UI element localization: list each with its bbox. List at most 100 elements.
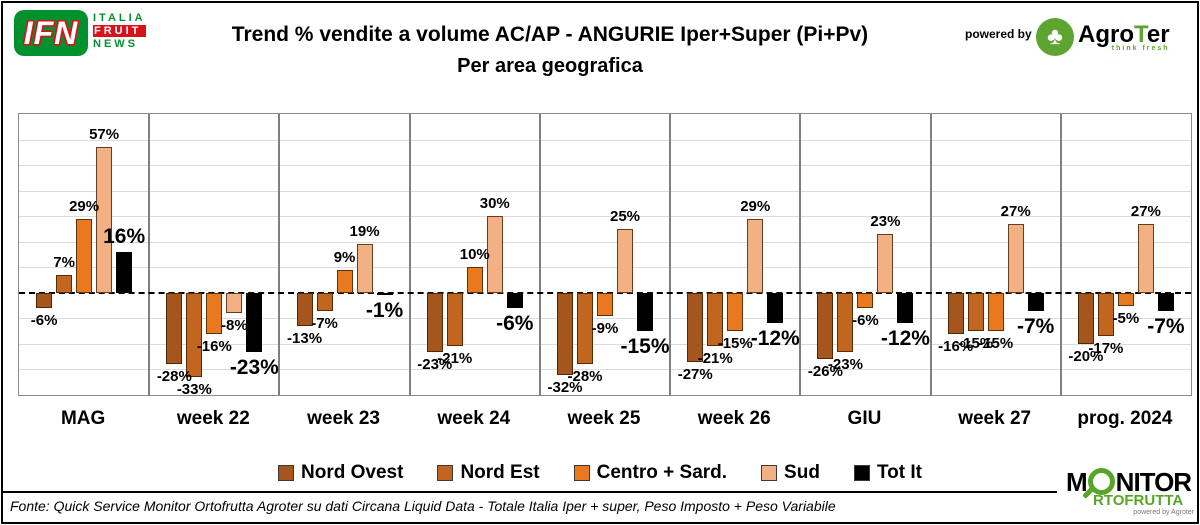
- agroter-text-prefix: Agro: [1078, 20, 1134, 48]
- x-axis-label-week-24: week 24: [437, 408, 511, 429]
- legend-item-nord-est: Nord Est: [437, 462, 540, 484]
- ifn-fruit-text: FRUIT: [93, 25, 146, 37]
- bar-nord-est-week-23: [316, 292, 333, 311]
- legend-swatch-icon: [278, 465, 295, 481]
- monitor-wordmark: M NITOR: [1066, 468, 1194, 499]
- bar-nord-est-giu: [837, 292, 854, 352]
- bar-value-label: -23%: [827, 355, 863, 373]
- gridline: [19, 241, 1191, 243]
- panel-divider: [148, 114, 151, 395]
- bar-value-label: -15%: [717, 335, 753, 353]
- bar-value-label: -7%: [311, 314, 338, 332]
- monitor-powered-by: powered by Agroter: [1133, 509, 1194, 516]
- legend-item-nord-ovest: Nord Ovest: [278, 462, 403, 484]
- x-axis-label-mag: MAG: [60, 408, 106, 429]
- chart-subtitle: Per area geografica: [457, 55, 643, 77]
- agroter-logo: ♣ AgroTer think fresh: [1036, 18, 1170, 56]
- bar-sud-mag: [96, 147, 113, 293]
- panel-divider: [669, 114, 672, 395]
- bar-nord-est-week-25: [577, 292, 593, 365]
- panel-divider: [278, 114, 281, 395]
- panel-divider: [538, 114, 541, 395]
- bar-nord-ovest-week-27: [947, 292, 964, 334]
- agroter-text-suffix: er: [1146, 20, 1170, 48]
- bar-value-label: 19%: [349, 223, 380, 241]
- x-axis-label-giu: GIU: [847, 408, 882, 429]
- tree-icon: ♣: [1036, 18, 1074, 56]
- legend-swatch-icon: [761, 465, 778, 481]
- bar-tot-it-week-27: [1027, 292, 1044, 311]
- bar-nord-ovest-mag: [36, 292, 53, 309]
- x-axis-label-week-26: week 26: [697, 408, 771, 429]
- bar-nord-ovest-week-25: [557, 292, 573, 375]
- bar-value-label: -17%: [1088, 340, 1124, 358]
- bar-value-label: -21%: [697, 350, 733, 368]
- bar-tot-it-prog-2024: [1157, 292, 1174, 311]
- bar-value-label: 7%: [53, 253, 75, 271]
- ifn-italia-text: ITALIA: [93, 12, 146, 24]
- bar-value-label: -13%: [287, 330, 323, 348]
- bar-value-label: -15%: [978, 335, 1014, 353]
- bar-sud-week-23: [356, 244, 373, 293]
- bar-tot-it-week-26: [767, 292, 784, 324]
- legend-item-sud: Sud: [761, 462, 820, 484]
- ifn-news-text: NEWS: [93, 38, 138, 50]
- bar-nord-ovest-week-23: [296, 292, 313, 327]
- x-axis-label-week-25: week 25: [567, 408, 641, 429]
- bar-nord-est-week-27: [967, 292, 984, 332]
- bar-value-label: -33%: [176, 381, 212, 399]
- bar-nord-est-mag: [56, 274, 73, 293]
- ifn-wordmark: ITALIA FRUIT NEWS: [93, 12, 146, 50]
- gridline: [19, 165, 1191, 167]
- ifn-logo: IFN ITALIA FRUIT NEWS: [14, 10, 146, 56]
- bar-tot-it-week-23: [376, 292, 393, 296]
- bar-sud-week-22: [226, 292, 243, 314]
- bar-value-label: -6%: [30, 312, 58, 330]
- magnifier-icon: [1081, 468, 1115, 499]
- bar-nord-ovest-week-22: [166, 292, 183, 365]
- bar-value-label: -15%: [620, 335, 670, 359]
- x-axis-label-week-23: week 23: [307, 408, 380, 429]
- bar-value-label: -23%: [229, 355, 279, 379]
- bar-value-label: 29%: [740, 197, 771, 215]
- legend-label: Nord Est: [460, 462, 540, 483]
- source-note: Fonte: Quick Service Monitor Ortofrutta …: [10, 498, 836, 514]
- bar-value-label: 27%: [1130, 202, 1161, 220]
- gridline: [19, 318, 1191, 320]
- bar-tot-it-mag: [116, 251, 133, 293]
- bar-centro-sard--week-24: [466, 267, 483, 293]
- bar-nord-est-prog-2024: [1097, 292, 1114, 337]
- bar-centro-sard--week-22: [206, 292, 223, 334]
- bar-value-label: -20%: [1068, 347, 1104, 365]
- chart-legend: Nord Ovest Nord Est Centro + Sard. Sud Tot I…: [0, 462, 1200, 484]
- monitor-ortofrutta-logo: M NITOR RTOFRUTTA powered by Agroter: [1066, 468, 1194, 516]
- gridline: [19, 267, 1191, 269]
- bar-value-label: -1%: [365, 299, 404, 323]
- chart-title-block: Trend % vendite a volume AC/AP - ANGURIE…: [180, 20, 920, 82]
- bar-nord-est-week-26: [707, 292, 724, 347]
- legend-swatch-icon: [573, 465, 590, 481]
- bar-value-label: -5%: [1112, 309, 1140, 327]
- bar-tot-it-week-24: [506, 292, 523, 309]
- bar-centro-sard--week-23: [336, 269, 353, 293]
- bar-value-label: -6%: [496, 312, 534, 336]
- bar-value-label: -21%: [437, 350, 473, 368]
- bar-sud-week-26: [747, 218, 764, 293]
- bar-value-label: 29%: [69, 197, 100, 215]
- bar-centro-sard--week-27: [987, 292, 1004, 332]
- ifn-logo-box: IFN: [14, 10, 88, 56]
- bar-centro-sard--week-26: [727, 292, 744, 332]
- bar-sud-week-25: [617, 228, 633, 293]
- legend-item-centro-sard-: Centro + Sard.: [573, 462, 727, 484]
- bar-nord-ovest-week-24: [426, 292, 443, 352]
- bar-sud-giu: [877, 234, 894, 293]
- gridline: [19, 369, 1191, 371]
- ifn-acronym: IFN: [23, 14, 79, 51]
- powered-by-text: powered by: [965, 27, 1032, 41]
- agroter-wordmark: AgroTer think fresh: [1074, 20, 1170, 52]
- panel-divider: [799, 114, 802, 395]
- bar-value-label: -9%: [591, 319, 619, 337]
- x-axis-labels: MAG week 22 week 23 week 24 week 25 week 26 GI…: [18, 408, 1190, 436]
- bar-value-label: -23%: [417, 355, 453, 373]
- bar-value-label: 16%: [103, 224, 146, 248]
